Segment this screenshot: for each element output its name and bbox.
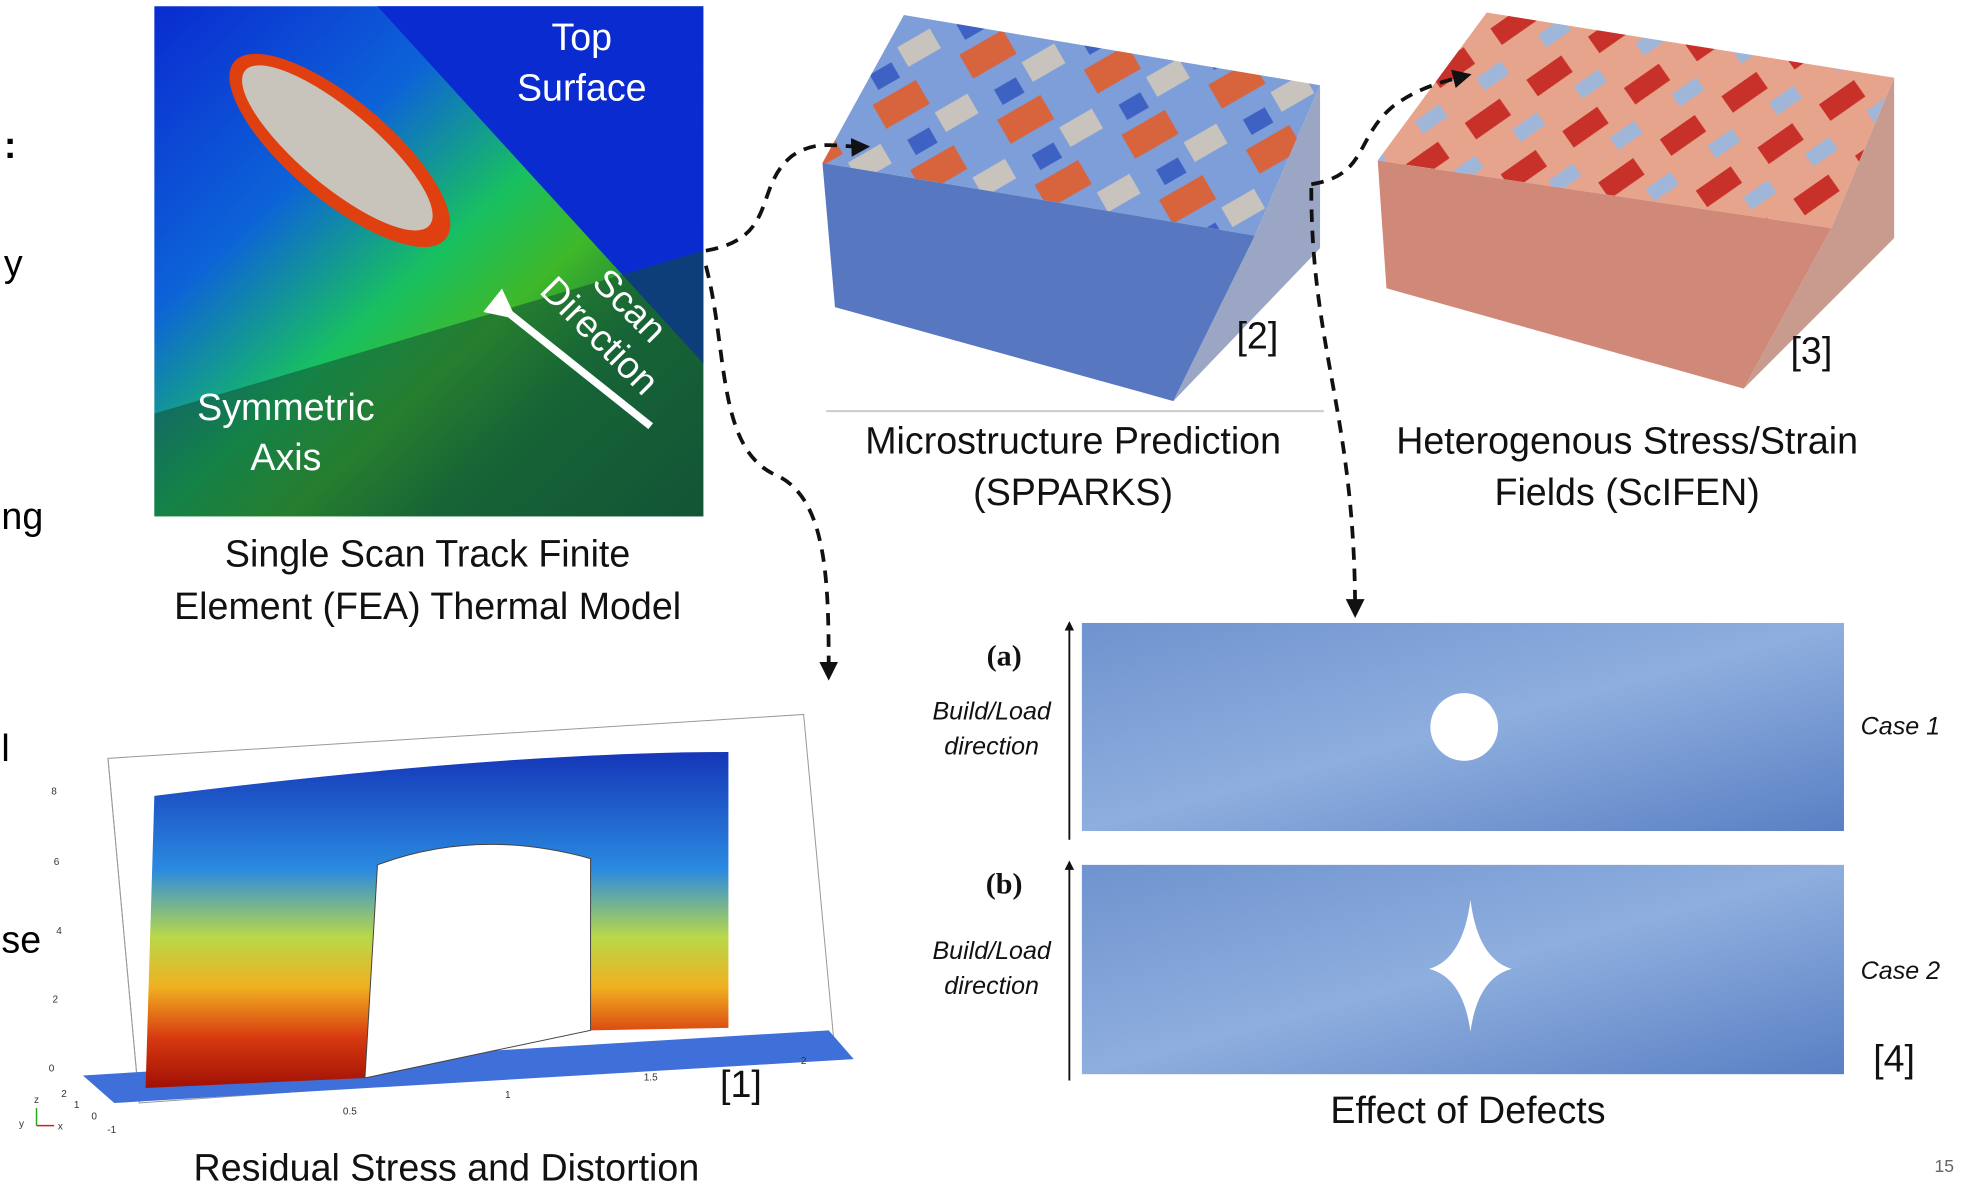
axis-label: direction (944, 733, 1039, 761)
tick-label: -1 (107, 1125, 116, 1136)
tick-label: 4 (56, 926, 62, 937)
page: : y ng l se Top Surface Scan Direction S… (0, 0, 1967, 1187)
caption: Effect of Defects (1330, 1089, 1605, 1131)
tick-label: 0 (49, 1064, 55, 1075)
label-top: Surface (517, 66, 647, 108)
caption: Heterogenous Stress/Strain (1396, 420, 1858, 462)
caption: Microstructure Prediction (865, 420, 1281, 462)
tick-label: 1.5 (644, 1072, 658, 1083)
case-label: Case 1 (1861, 713, 1940, 741)
caption: (SPPARKS) (973, 471, 1173, 513)
label-axis: Axis (250, 436, 321, 478)
tick-label: 0 (91, 1111, 97, 1122)
page-number: 15 (1934, 1156, 1954, 1176)
connector (706, 266, 829, 677)
text-fragment: ng (1, 495, 43, 537)
slide: : y ng l se Top Surface Scan Direction S… (0, 0, 1967, 1187)
axis-label: Build/Load (932, 697, 1051, 725)
axis-letter: x (58, 1121, 63, 1132)
caption: Element (FEA) Thermal Model (174, 585, 681, 627)
axis-letter: z (34, 1095, 39, 1106)
text-fragment: y (4, 242, 23, 284)
tick-label: 6 (54, 857, 60, 868)
text-fragment: se (1, 919, 41, 961)
residual-stress-image (83, 714, 854, 1103)
text-fragment: : (4, 124, 17, 166)
label-top: Top (551, 16, 612, 58)
text-fragment: l (1, 727, 9, 769)
caption: Fields (ScIFEN) (1494, 471, 1759, 513)
connector (1311, 188, 1355, 614)
tick-label: 2 (801, 1056, 807, 1067)
caption: Residual Stress and Distortion (194, 1147, 700, 1187)
reference: [2] (1236, 314, 1278, 356)
defect-hole (1430, 693, 1498, 761)
reference: [4] (1873, 1038, 1915, 1080)
caption: Single Scan Track Finite (225, 533, 630, 575)
panel-tag: (b) (986, 867, 1023, 901)
label-axis: Symmetric (197, 386, 375, 428)
tick-label: 2 (61, 1089, 67, 1100)
axis-letter: y (19, 1119, 24, 1130)
tick-label: 2 (53, 995, 59, 1006)
axis-triad (37, 1108, 55, 1126)
panel-tag: (a) (987, 639, 1022, 673)
axis-label: Build/Load (932, 937, 1051, 965)
case-label: Case 2 (1861, 957, 1940, 985)
axis-label: direction (944, 972, 1039, 1000)
reference: [3] (1790, 329, 1832, 371)
reference: [1] (720, 1063, 762, 1105)
tick-label: 0.5 (343, 1106, 357, 1117)
tick-label: 1 (74, 1100, 80, 1111)
tick-label: 1 (505, 1090, 511, 1101)
tick-label: 8 (51, 787, 57, 798)
